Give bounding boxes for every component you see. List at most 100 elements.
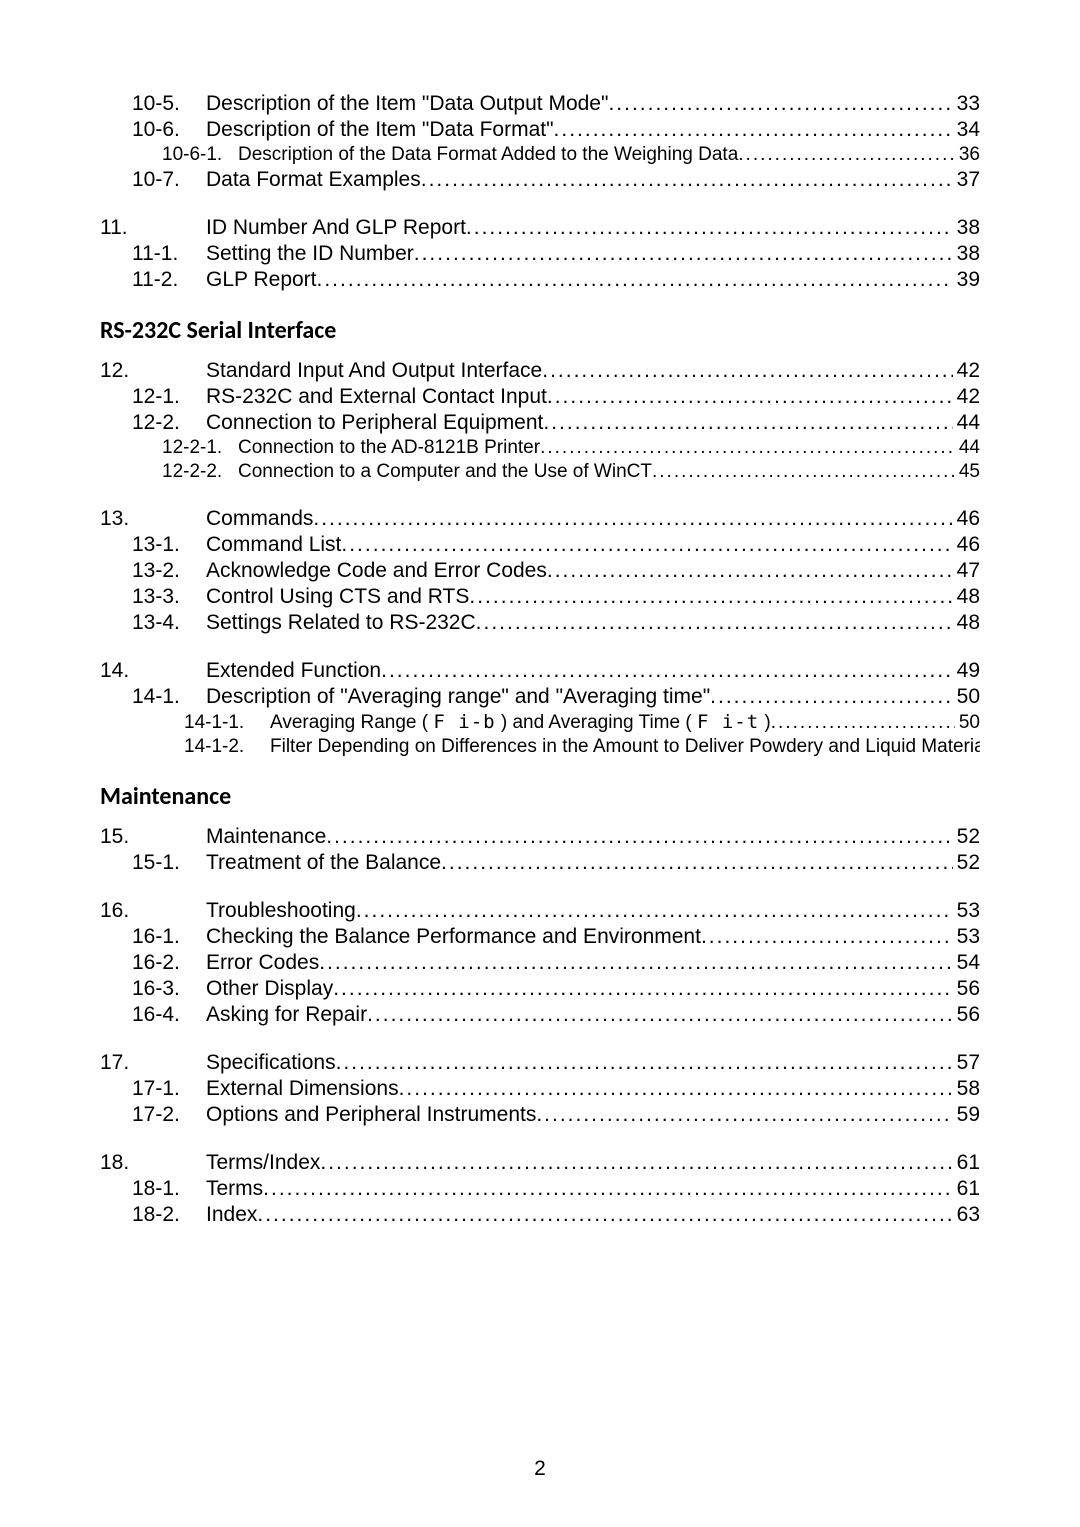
toc-entry-number: 12-2-1. — [162, 437, 238, 459]
toc-entry-title: Maintenance — [206, 825, 326, 849]
toc-entry-number: 13-4. — [132, 611, 206, 635]
toc-entry: 16-1.Checking the Balance Performance an… — [100, 925, 980, 949]
toc-entry: 18-2.Index 63 — [100, 1203, 980, 1227]
toc-entry-title: Other Display — [206, 977, 333, 1001]
toc-entry-title: Description of "Averaging range" and "Av… — [206, 685, 710, 709]
toc-entry-page: 47 — [953, 559, 980, 583]
toc-entry-title: Connection to a Computer and the Use of … — [238, 461, 652, 483]
toc-entry-title: Treatment of the Balance — [206, 851, 441, 875]
toc-entry-number: 14. — [100, 659, 206, 683]
toc-block: 17.Specifications 5717-1.External Dimens… — [100, 1051, 980, 1127]
page-number: 2 — [0, 1457, 1080, 1481]
toc-entry: 11.ID Number And GLP Report 38 — [100, 216, 980, 240]
toc-entry-page: 52 — [953, 825, 980, 849]
toc-entry-number: 14-1. — [132, 685, 206, 709]
toc-block: 10-5.Description of the Item "Data Outpu… — [100, 92, 980, 192]
toc-leader-dots — [341, 533, 952, 557]
toc-entry-title: Asking for Repair — [206, 1003, 367, 1027]
toc-leader-dots — [421, 168, 953, 192]
toc-entry-page: 56 — [953, 977, 980, 1001]
toc-entry-page: 37 — [953, 168, 980, 192]
toc-entry: 18.Terms/Index 61 — [100, 1151, 980, 1175]
toc-leader-dots — [326, 825, 952, 849]
toc-block: 13.Commands 4613-1.Command List 4613-2.A… — [100, 507, 980, 635]
toc-block: 15.Maintenance 5215-1.Treatment of the B… — [100, 825, 980, 875]
toc-leader-dots — [469, 585, 952, 609]
toc-entry-title: Command List — [206, 533, 341, 557]
block-gap — [100, 889, 980, 897]
toc-entry-title: Description of the Item "Data Output Mod… — [206, 92, 608, 116]
toc-entry-page: 42 — [953, 385, 980, 409]
toc-entry-page: 48 — [953, 585, 980, 609]
toc-entry-number: 11. — [100, 216, 206, 240]
toc-entry-title: ID Number And GLP Report — [206, 216, 466, 240]
toc-entry-number: 18-2. — [132, 1203, 206, 1227]
toc-entry-title: Extended Function — [206, 659, 381, 683]
toc-entry-title: Connection to the AD-8121B Printer — [238, 437, 540, 459]
toc-entry-number: 16-4. — [132, 1003, 206, 1027]
toc-entry-page: 33 — [953, 92, 980, 116]
toc-entry-number: 13-1. — [132, 533, 206, 557]
toc-leader-dots — [333, 977, 952, 1001]
toc-entry: 16-2.Error Codes 54 — [100, 951, 980, 975]
toc-entry: 16-3.Other Display 56 — [100, 977, 980, 1001]
toc-leader-dots — [319, 951, 952, 975]
toc-entry-number: 11-2. — [132, 268, 206, 292]
toc-entry: 10-7.Data Format Examples 37 — [100, 168, 980, 192]
toc-entry: 17.Specifications 57 — [100, 1051, 980, 1075]
toc-leader-dots — [536, 1103, 952, 1127]
toc-entry-title: GLP Report — [206, 268, 317, 292]
toc-entry-number: 12-1. — [132, 385, 206, 409]
toc-entry-title: Filter Depending on Differences in the A… — [270, 736, 980, 758]
toc-entry: 10-6-1.Description of the Data Format Ad… — [100, 144, 980, 166]
toc-entry-page: 59 — [953, 1103, 980, 1127]
toc-entry-page: 46 — [953, 533, 980, 557]
toc-entry-page: 36 — [955, 144, 980, 166]
toc-entry-number: 12. — [100, 359, 206, 383]
toc-entry-number: 14-1-1. — [184, 712, 270, 734]
toc-block: 16.Troubleshooting 5316-1.Checking the B… — [100, 899, 980, 1027]
toc-leader-dots — [547, 385, 953, 409]
toc-entry: 12-2.Connection to Peripheral Equipment … — [100, 411, 980, 435]
block-gap — [100, 1041, 980, 1049]
toc-leader-dots — [652, 461, 955, 483]
toc-entry: 16-4.Asking for Repair 56 — [100, 1003, 980, 1027]
section-heading: Maintenance — [100, 782, 980, 811]
toc-entry: 10-5.Description of the Item "Data Outpu… — [100, 92, 980, 116]
toc-block: 11.ID Number And GLP Report 3811-1.Setti… — [100, 216, 980, 292]
block-gap — [100, 497, 980, 505]
toc-entry-number: 10-5. — [132, 92, 206, 116]
toc-entry-page: 44 — [955, 437, 980, 459]
toc-block: 14.Extended Function 4914-1.Description … — [100, 659, 980, 758]
toc-entry-page: 45 — [955, 461, 980, 483]
toc-entry-title: Specifications — [206, 1051, 336, 1075]
toc-leader-dots — [771, 712, 955, 734]
toc-entry-page: 50 — [955, 712, 980, 734]
toc-entry-number: 17. — [100, 1051, 206, 1075]
toc-entry: 12-2-1.Connection to the AD-8121B Printe… — [100, 437, 980, 459]
toc-leader-dots — [701, 925, 953, 949]
toc-entry: 16.Troubleshooting 53 — [100, 899, 980, 923]
toc-entry: 14-1-1.Averaging Range ( F i-b ) and Ave… — [100, 711, 980, 734]
toc-leader-dots — [476, 611, 953, 635]
toc-entry: 11-1.Setting the ID Number 38 — [100, 242, 980, 266]
toc-leader-dots — [320, 1151, 952, 1175]
toc-entry-title: Troubleshooting — [206, 899, 356, 923]
toc-entry-title: Acknowledge Code and Error Codes — [206, 559, 547, 583]
toc-leader-dots — [399, 1077, 953, 1101]
toc-entry: 12.Standard Input And Output Interface 4… — [100, 359, 980, 383]
toc-leader-dots — [543, 411, 952, 435]
toc-entry-title: Settings Related to RS-232C — [206, 611, 476, 635]
toc-entry-page: 44 — [953, 411, 980, 435]
toc-entry-title: Checking the Balance Performance and Env… — [206, 925, 701, 949]
block-gap — [100, 206, 980, 214]
toc-entry-title: Description of the Item "Data Format" — [206, 118, 554, 142]
toc-entry-page: 39 — [953, 268, 980, 292]
toc-entry-page: 53 — [953, 899, 980, 923]
toc-leader-dots — [257, 1203, 952, 1227]
toc-entry-number: 16-1. — [132, 925, 206, 949]
toc-entry-title: Terms — [206, 1177, 263, 1201]
toc-entry-page: 52 — [953, 851, 980, 875]
toc-entry-number: 17-1. — [132, 1077, 206, 1101]
toc-entry-page: 34 — [953, 118, 980, 142]
